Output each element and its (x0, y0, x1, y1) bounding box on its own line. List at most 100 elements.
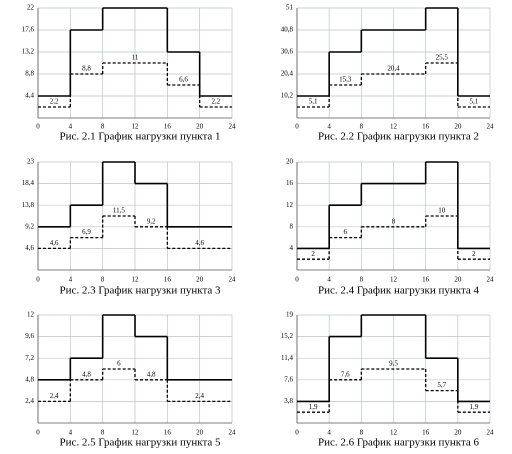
value-label: 1,9 (470, 403, 479, 411)
value-label: 1,9 (309, 403, 318, 411)
y-tick-label: 17,6 (22, 26, 35, 34)
x-tick-label: 16 (422, 429, 430, 437)
x-tick-label: 4 (327, 429, 331, 437)
chart-caption: Рис. 2.2 График нагрузки пункта 2 (318, 131, 479, 143)
value-label: 11 (132, 54, 139, 62)
x-tick-label: 4 (327, 276, 331, 284)
x-tick-label: 0 (36, 123, 40, 131)
y-tick-label: 23 (27, 158, 35, 166)
y-tick-label: 7,2 (25, 354, 34, 362)
x-tick-label: 8 (360, 276, 364, 284)
value-label: 5,1 (309, 98, 318, 106)
value-label: 8,8 (82, 65, 91, 73)
chart-caption: Рис. 2.5 График нагрузки пункта 5 (59, 437, 221, 449)
y-tick-label: 4,6 (25, 244, 34, 252)
x-tick-label: 8 (101, 123, 105, 131)
y-tick-label: 4,4 (25, 92, 34, 100)
y-tick-label: 9,2 (25, 222, 34, 230)
value-label: 11,5 (113, 207, 125, 215)
y-tick-label: 2,4 (25, 397, 34, 405)
x-tick-label: 16 (164, 276, 172, 284)
x-tick-label: 0 (295, 429, 299, 437)
value-label: 4,8 (82, 370, 91, 378)
x-tick-label: 24 (229, 123, 237, 131)
y-tick-label: 16 (286, 179, 294, 187)
x-tick-label: 24 (487, 276, 495, 284)
value-label: 2,4 (50, 392, 59, 400)
value-label: 20,4 (387, 65, 400, 73)
value-label: 2,2 (50, 98, 59, 106)
x-tick-label: 8 (101, 276, 105, 284)
x-tick-label: 12 (132, 429, 140, 437)
x-tick-label: 12 (390, 123, 398, 131)
y-tick-label: 15,2 (281, 332, 294, 340)
y-tick-label: 51 (286, 4, 294, 12)
y-tick-label: 9,6 (25, 332, 34, 340)
value-label: 9,2 (147, 217, 156, 225)
x-tick-label: 20 (454, 429, 462, 437)
value-label: 2 (311, 250, 315, 258)
x-tick-label: 20 (454, 276, 462, 284)
y-tick-label: 11,4 (281, 354, 293, 362)
x-tick-label: 24 (487, 429, 495, 437)
value-label: 7,6 (341, 370, 350, 378)
x-tick-label: 0 (36, 429, 40, 437)
x-tick-label: 8 (360, 429, 364, 437)
x-tick-label: 4 (69, 276, 73, 284)
chart-caption: Рис. 2.3 График нагрузки пункта 3 (59, 285, 221, 297)
chart-caption: Рис. 2.4 График нагрузки пункта 4 (318, 285, 480, 297)
x-tick-label: 12 (390, 276, 398, 284)
y-tick-label: 18,4 (22, 179, 35, 187)
y-tick-label: 19 (286, 311, 294, 319)
value-label: 6,6 (179, 76, 188, 84)
y-tick-label: 4 (290, 244, 294, 252)
x-tick-label: 4 (327, 123, 331, 131)
x-tick-label: 20 (196, 123, 204, 131)
value-label: 4,6 (195, 239, 204, 247)
y-tick-label: 12 (27, 311, 35, 319)
x-tick-label: 24 (229, 276, 237, 284)
x-tick-label: 8 (101, 429, 105, 437)
value-label: 6,9 (82, 228, 91, 236)
value-label: 10 (438, 207, 446, 215)
x-tick-label: 20 (196, 276, 204, 284)
y-tick-label: 30,6 (281, 48, 294, 56)
y-tick-label: 20 (286, 158, 294, 166)
x-tick-label: 4 (69, 123, 73, 131)
value-label: 2 (472, 250, 476, 258)
value-label: 25,5 (436, 54, 449, 62)
x-tick-label: 4 (69, 429, 73, 437)
x-tick-label: 20 (454, 123, 462, 131)
chart-caption: Рис. 2.1 График нагрузки пункта 1 (59, 131, 220, 143)
x-tick-label: 12 (132, 276, 140, 284)
y-tick-label: 20,4 (281, 70, 294, 78)
x-tick-label: 0 (295, 276, 299, 284)
x-tick-label: 24 (487, 123, 495, 131)
x-tick-label: 16 (422, 276, 430, 284)
y-tick-label: 22 (27, 4, 35, 12)
value-label: 5,7 (437, 381, 446, 389)
value-label: 4,8 (147, 370, 156, 378)
y-tick-label: 40,8 (281, 26, 294, 34)
x-tick-label: 16 (164, 429, 172, 437)
y-tick-label: 7,6 (284, 375, 293, 383)
x-tick-label: 16 (164, 123, 172, 131)
value-label: 8 (392, 217, 396, 225)
x-tick-label: 8 (360, 123, 364, 131)
y-tick-label: 13,2 (22, 48, 35, 56)
y-tick-label: 8 (290, 222, 294, 230)
x-tick-label: 0 (36, 276, 40, 284)
value-label: 6 (344, 228, 348, 236)
value-label: 2,4 (195, 392, 204, 400)
x-tick-label: 20 (196, 429, 204, 437)
y-tick-label: 3,8 (284, 397, 293, 405)
x-tick-label: 12 (390, 429, 398, 437)
value-label: 9,5 (389, 360, 398, 368)
value-label: 4,6 (50, 239, 59, 247)
value-label: 6 (117, 360, 121, 368)
y-tick-label: 13,8 (22, 201, 35, 209)
x-tick-label: 12 (132, 123, 140, 131)
x-tick-label: 0 (295, 123, 299, 131)
y-tick-label: 4,8 (25, 375, 34, 383)
